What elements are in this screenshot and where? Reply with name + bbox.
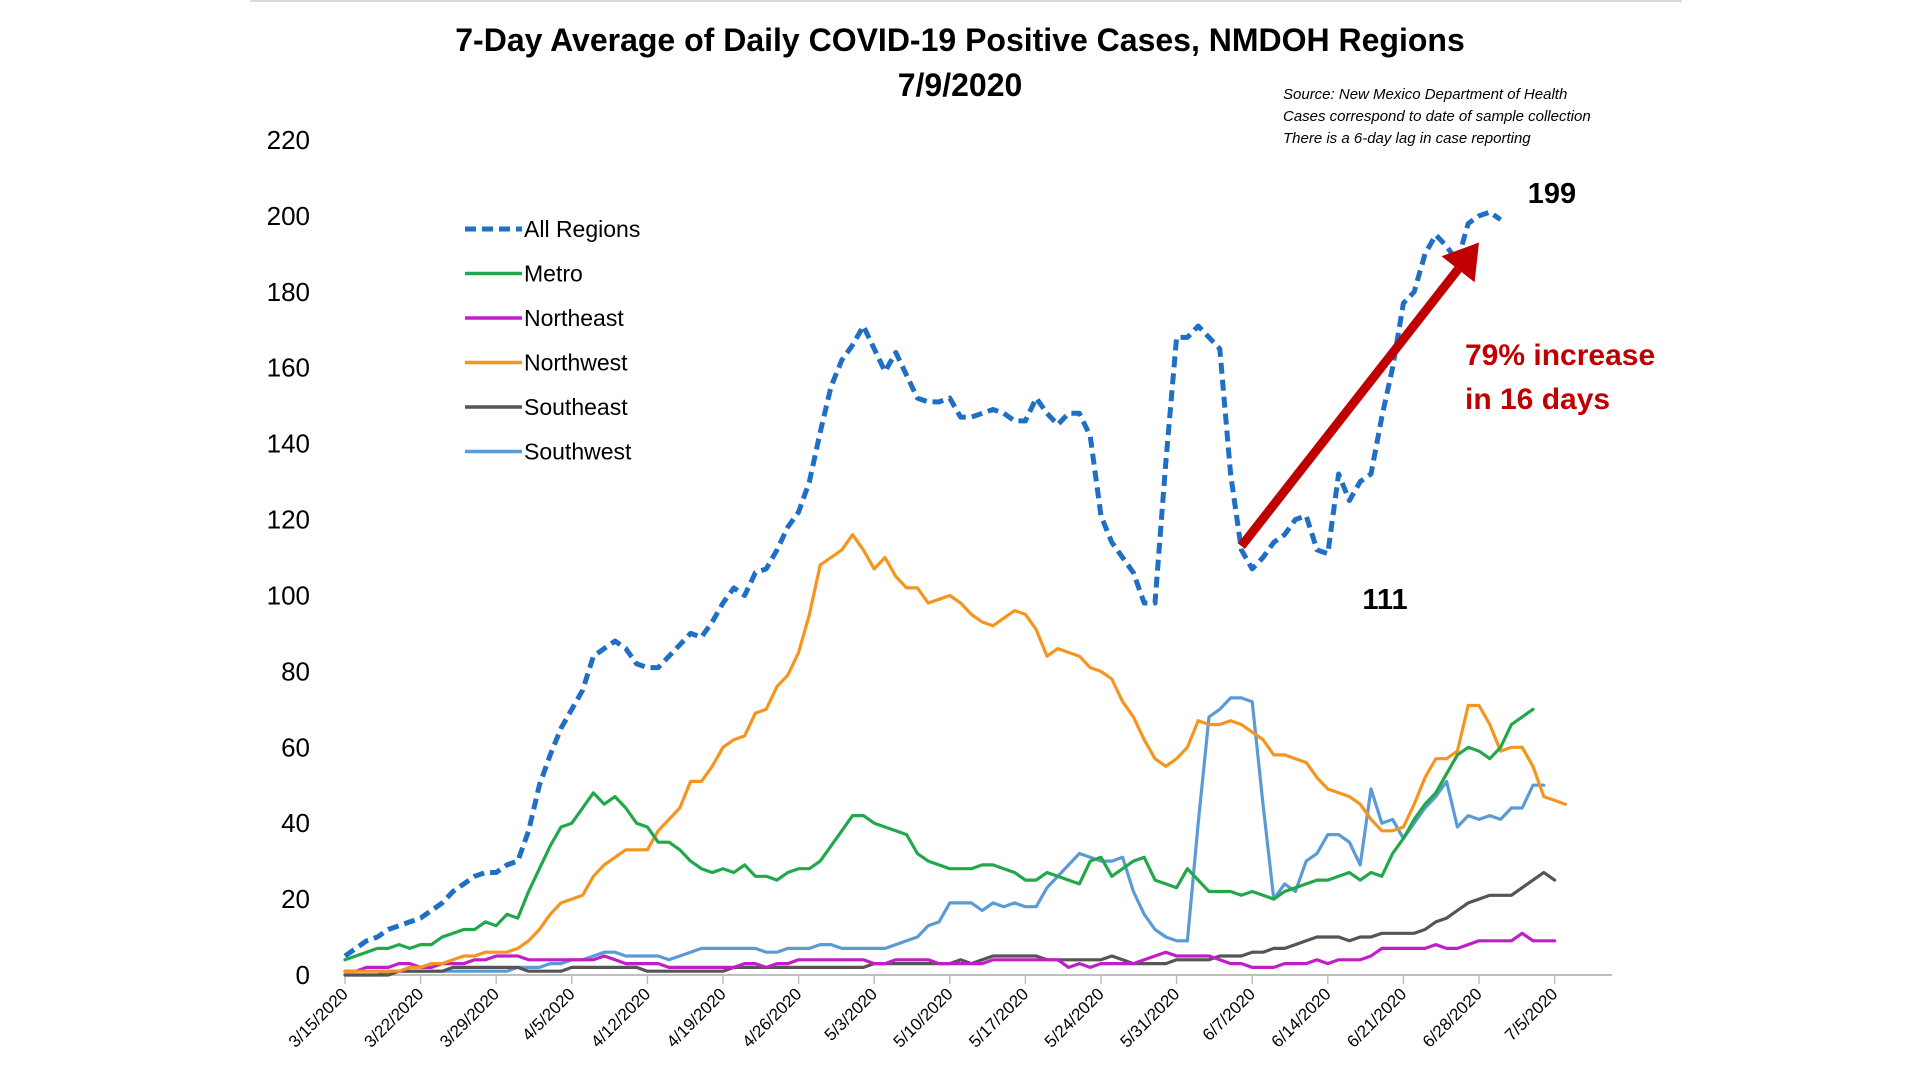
source-line-3: There is a 6-day lag in case reporting: [1283, 130, 1531, 147]
y-tick-label: 100: [267, 580, 310, 610]
end-value-label: 199: [1528, 178, 1576, 210]
chart-title: 7-Day Average of Daily COVID-19 Positive…: [455, 22, 1465, 58]
y-tick-label: 60: [281, 732, 310, 762]
y-tick-label: 220: [267, 125, 310, 155]
source-line-1: Source: New Mexico Department of Health: [1283, 86, 1567, 103]
legend-label: Metro: [524, 261, 583, 287]
x-tick-label: 6/14/2020: [1268, 984, 1335, 1051]
x-tick-label: 4/12/2020: [587, 984, 654, 1051]
y-tick-label: 180: [267, 277, 310, 307]
legend-label: Northeast: [524, 305, 624, 331]
y-tick-label: 200: [267, 201, 310, 231]
x-tick-label: 6/28/2020: [1419, 984, 1486, 1051]
legend-label: All Regions: [524, 216, 640, 242]
chart-subtitle: 7/9/2020: [898, 67, 1023, 103]
x-tick-label: 5/10/2020: [890, 984, 957, 1051]
x-tick-label: 3/29/2020: [436, 984, 503, 1051]
y-tick-label: 160: [267, 353, 310, 383]
x-tick-label: 5/3/2020: [821, 984, 881, 1044]
source-line-2: Cases correspond to date of sample colle…: [1283, 108, 1591, 125]
legend: All Regions Metro Northeast Northwest Southe…: [465, 216, 640, 465]
x-tick-label: 5/17/2020: [965, 984, 1032, 1051]
x-tick-label: 6/21/2020: [1343, 984, 1410, 1051]
increase-arrow-head: [1441, 242, 1479, 283]
start-value-label: 111: [1362, 584, 1407, 616]
series-line-southwest: [343, 696, 1546, 977]
series-line-all-regions: [343, 209, 1503, 959]
y-axis: 0 20 40 60 80 100 120 140 160 180 200 220: [267, 125, 310, 990]
x-tick-label: 4/26/2020: [739, 984, 806, 1051]
x-tick-label: 3/15/2020: [285, 984, 352, 1051]
series-line-northwest: [343, 533, 1568, 973]
top-rule: [250, 0, 1682, 2]
x-tick-label: 3/22/2020: [361, 984, 428, 1051]
increase-arrow-shaft: [1237, 266, 1462, 549]
series-layer: [343, 209, 1568, 977]
y-tick-label: 0: [296, 960, 310, 990]
y-tick-label: 20: [281, 884, 310, 914]
series-line-northeast: [343, 931, 1557, 973]
y-tick-label: 40: [281, 808, 310, 838]
annotations: 199 111 79% increase in 16 days: [1237, 178, 1655, 616]
legend-label: Southwest: [524, 439, 632, 465]
x-tick-label: 4/5/2020: [518, 984, 578, 1044]
x-tick-label: 7/5/2020: [1501, 984, 1561, 1044]
y-tick-label: 120: [267, 505, 310, 535]
increase-label-line-1: 79% increase: [1465, 339, 1655, 372]
increase-label-line-2: in 16 days: [1465, 383, 1610, 416]
x-tick-label: 5/24/2020: [1041, 984, 1108, 1051]
legend-label: Northwest: [524, 350, 628, 376]
y-tick-label: 140: [267, 429, 310, 459]
x-tick-label: 5/31/2020: [1117, 984, 1184, 1051]
legend-label: Southeast: [524, 394, 628, 420]
series-line-metro: [343, 707, 1535, 962]
x-axis: 3/15/2020 3/22/2020 3/29/2020 4/5/2020 4/12/…: [285, 974, 1612, 1051]
x-tick-label: 4/19/2020: [663, 984, 730, 1051]
x-tick-label: 6/7/2020: [1199, 984, 1259, 1044]
y-tick-label: 80: [281, 656, 310, 686]
